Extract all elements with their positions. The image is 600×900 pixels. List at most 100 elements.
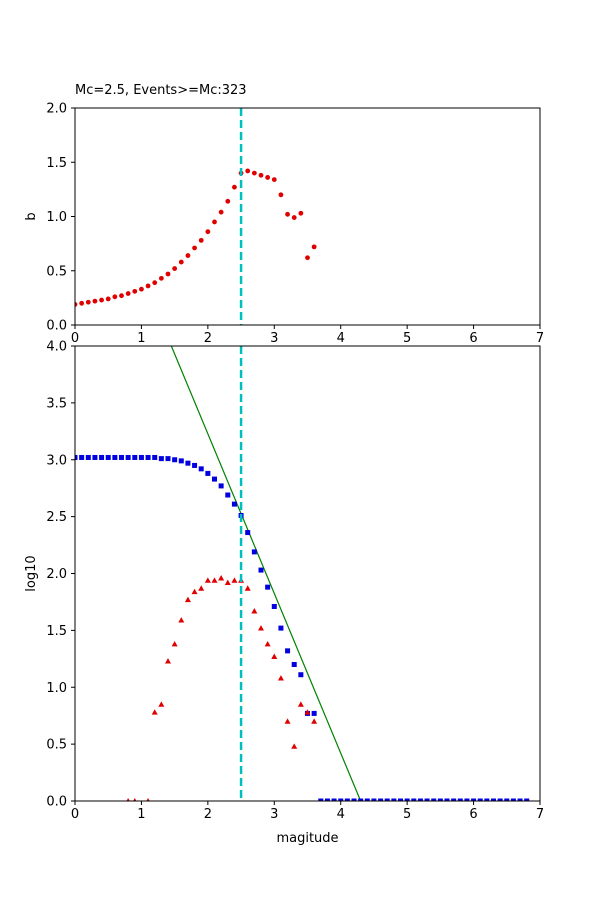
data-point [138,454,144,460]
data-point [105,454,111,460]
data-point [297,701,304,707]
data-point [291,743,298,749]
x-tick-label: 3 [270,331,278,346]
data-point [152,280,158,286]
data-point [378,798,384,801]
data-point [99,454,105,460]
x-axis-label: magitude [276,831,338,846]
data-point [245,168,251,174]
data-point [298,672,304,678]
y-tick-label: 0.0 [46,795,67,810]
data-point [198,585,205,591]
data-point [477,798,483,801]
data-point [451,798,457,801]
data-point [298,210,304,216]
data-point [212,219,217,225]
data-point [232,184,237,190]
data-point [92,454,98,460]
x-tick-label: 2 [204,807,212,822]
data-point [251,170,257,176]
data-point [265,584,271,590]
x-tick-label: 5 [403,331,411,346]
y-tick-label: 0.0 [46,319,67,334]
data-point [504,798,510,801]
data-point [271,177,277,183]
data-point [218,209,224,215]
data-point [112,454,118,460]
data-point [132,288,138,294]
data-point [212,476,217,482]
data-point [165,456,171,462]
y-tick-label: 1.5 [46,156,67,171]
data-point [411,798,417,801]
data-point [185,460,191,466]
data-point [198,466,204,472]
data-point [105,296,111,302]
x-tick-label: 0 [71,807,79,822]
b-value-panel: 0 1 2 3 4 5 6 7 0.0 0.5 1.0 1.5 2.0 Mc=2.5, Events>=M… [24,83,544,346]
data-point [251,608,258,614]
x-tick-label: 7 [536,807,544,822]
data-point [158,275,164,281]
data-point [85,454,91,460]
data-point [133,798,137,801]
data-point [205,229,211,235]
data-point [178,259,184,265]
series-0 [75,454,530,801]
data-point [165,271,171,277]
data-point [139,286,144,292]
data-point [224,579,231,585]
data-point [172,457,178,463]
data-point [112,294,118,300]
y-axis-label: log10 [24,555,39,591]
data-point [311,244,317,250]
data-point [258,567,264,573]
data-point [304,709,311,715]
data-point [271,653,278,659]
data-point [251,549,257,555]
data-point [258,172,264,178]
data-point [158,456,164,462]
data-point [484,798,490,801]
data-point [119,454,124,460]
data-point [85,299,91,305]
data-point [231,501,237,507]
data-point [132,454,138,460]
data-point [277,675,284,681]
data-point [205,470,211,476]
data-point [285,648,291,654]
data-point [364,798,370,801]
data-point [158,701,165,707]
x-tick-label: 3 [270,807,278,822]
y-tick-label: 0.5 [46,264,67,279]
data-point [271,603,277,609]
data-point [437,798,443,801]
data-point [125,454,131,460]
data-point [491,798,496,801]
data-point [391,798,397,801]
data-point [75,301,78,307]
data-point [424,798,430,801]
data-point [92,298,98,304]
data-point [245,530,251,536]
data-point [244,585,251,591]
data-point [351,798,357,801]
data-point [126,798,130,801]
data-point [404,798,410,801]
x-tick-label: 5 [403,807,411,822]
data-point [125,291,131,296]
axes-frame [74,345,541,802]
y-tick-label: 2.0 [46,102,67,117]
y-axis-label: b [24,212,39,220]
data-point [278,625,284,631]
data-point [517,798,523,801]
x-tick-label: 6 [469,331,477,346]
data-point [431,798,437,801]
x-tick-label: 4 [337,331,345,346]
data-point [191,588,198,595]
data-point [284,718,291,724]
data-point [510,798,516,801]
data-point [145,283,151,289]
data-point [99,297,104,303]
y-tick-label: 0.5 [46,738,67,753]
